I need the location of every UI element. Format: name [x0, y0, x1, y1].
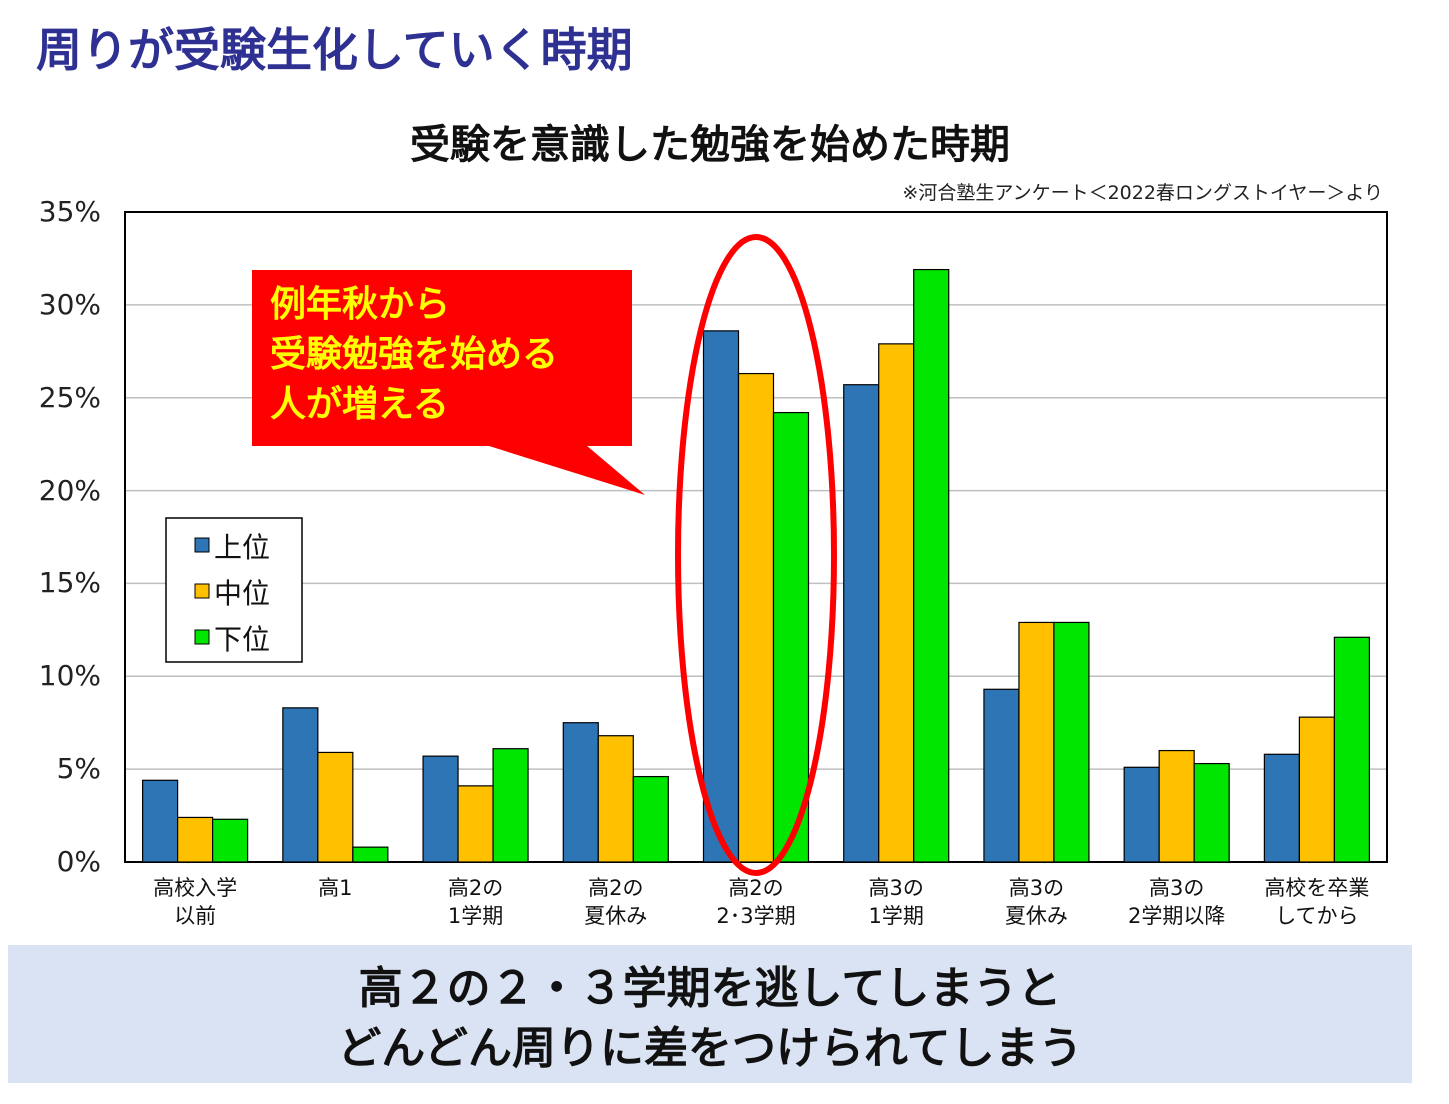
y-tick-label: 10% — [38, 659, 101, 693]
bar — [878, 343, 915, 863]
y-tick-label: 5% — [56, 752, 101, 786]
bar — [702, 330, 740, 863]
bar — [597, 735, 634, 863]
legend-box — [165, 517, 303, 663]
annotation: 例年秋から 受験勉強を始める 人が増える — [270, 284, 559, 425]
bar — [422, 755, 459, 863]
bar — [1053, 621, 1090, 863]
bar — [492, 748, 529, 863]
legend-swatch — [194, 583, 210, 599]
x-tick-label: 高校を卒業 してから — [1264, 876, 1370, 928]
bar — [1123, 766, 1160, 863]
footer-line: 高２の２・３学期を逃してしまうと — [358, 963, 1062, 1014]
legend-label: 下位 — [214, 623, 271, 656]
y-tick-label: 0% — [56, 845, 101, 878]
x-tick-label: 高2の 2･3学期 — [716, 876, 796, 928]
bar — [317, 751, 354, 863]
footer-line: どんどん周りに差をつけられてしまう — [337, 1023, 1083, 1074]
bar — [212, 818, 249, 863]
legend-label: 中位 — [214, 577, 271, 610]
bar — [457, 785, 494, 863]
legend-label: 上位 — [214, 531, 271, 564]
y-tick-label: 15% — [38, 566, 101, 600]
bar — [142, 779, 179, 863]
bar — [913, 268, 950, 863]
bar — [1018, 621, 1055, 863]
bar — [843, 384, 880, 863]
y-tick-label: 25% — [38, 380, 101, 414]
x-tick-label: 高3の 2学期以降 — [1127, 876, 1226, 928]
x-tick-label: 高3の 夏休み — [1004, 876, 1068, 928]
highlight-ellipse — [675, 234, 837, 876]
x-tick-label: 高2の 夏休み — [584, 876, 648, 928]
y-tick-label: 30% — [38, 287, 101, 321]
bar — [983, 688, 1020, 863]
footer-banner — [8, 945, 1412, 1083]
bar — [1158, 749, 1195, 863]
y-tick-label: 20% — [38, 473, 101, 507]
bar — [1193, 762, 1230, 863]
bar — [1298, 716, 1335, 863]
bar — [737, 372, 775, 863]
callout-tail — [470, 440, 645, 495]
bar — [1263, 753, 1300, 863]
source-note: ※河合塾生アンケート＜2022春ロングストイヤー＞より — [902, 182, 1383, 204]
x-tick-label: 高1 — [318, 876, 353, 900]
y-tick-label: 35% — [38, 195, 101, 228]
legend-swatch — [194, 537, 210, 553]
chart-title: 受験を意識した勉強を始めた時期 — [410, 122, 1010, 168]
bar — [1333, 636, 1370, 863]
legend-swatch — [194, 629, 210, 645]
bar — [562, 722, 599, 863]
x-tick-label: 高3の 1学期 — [868, 876, 924, 928]
x-tick-label: 高2の 1学期 — [447, 876, 504, 928]
slide-title: 周りが受験生化していく時期 — [36, 23, 633, 77]
bar — [352, 846, 389, 863]
callout-box — [252, 270, 632, 446]
bar — [282, 707, 319, 863]
bar — [177, 816, 214, 863]
bar — [632, 775, 669, 863]
bar — [772, 411, 810, 863]
x-tick-label: 高校入学 以前 — [153, 876, 238, 928]
